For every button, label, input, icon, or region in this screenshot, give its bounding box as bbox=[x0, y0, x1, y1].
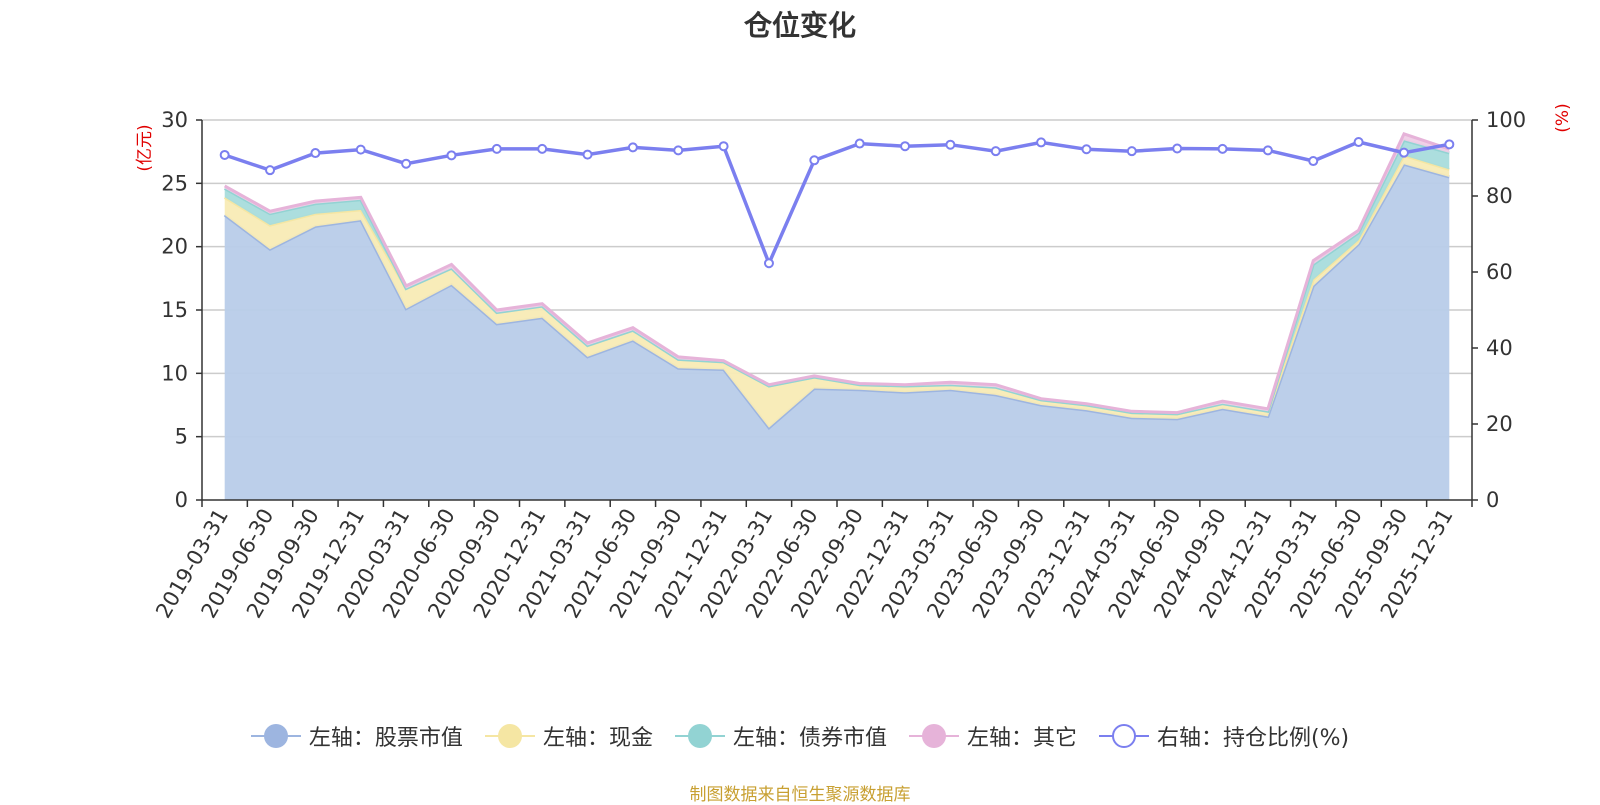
source-note: 制图数据来自恒生聚源数据库 bbox=[689, 785, 911, 805]
ratio-point bbox=[945, 139, 956, 150]
right-tick-label: 20 bbox=[1486, 412, 1513, 436]
ratio-point bbox=[355, 144, 366, 155]
ratio-point bbox=[582, 149, 593, 160]
ratio-point bbox=[854, 138, 865, 149]
legend-label: 左轴：债券市值 bbox=[732, 726, 887, 751]
left-tick-label: 15 bbox=[161, 298, 188, 322]
ratio-point bbox=[1126, 146, 1137, 157]
ratio-point bbox=[1036, 137, 1047, 148]
ratio-point bbox=[1308, 156, 1319, 167]
ratio-point bbox=[673, 145, 684, 156]
left-tick-label: 5 bbox=[175, 425, 188, 449]
left-tick-label: 30 bbox=[161, 108, 188, 132]
ratio-point bbox=[809, 155, 820, 166]
ratio-line bbox=[224, 140, 1450, 268]
left-axis-name: (亿元) bbox=[135, 124, 155, 171]
ratio-point bbox=[1353, 137, 1364, 148]
ratio-point bbox=[1081, 144, 1092, 155]
right-tick-label: 0 bbox=[1486, 488, 1499, 512]
area-layer bbox=[223, 132, 1450, 501]
ratio-point bbox=[446, 150, 457, 161]
ratio-point bbox=[265, 165, 276, 176]
ratio-point bbox=[627, 142, 638, 153]
legend-swatch-icon bbox=[484, 724, 535, 748]
legend-swatch-icon bbox=[674, 724, 725, 748]
legend-label: 左轴：现金 bbox=[542, 726, 653, 751]
legend-item-stock[interactable]: 左轴：股票市值 bbox=[250, 720, 463, 752]
area-stock bbox=[224, 164, 1450, 501]
legend-swatch-icon bbox=[250, 724, 301, 748]
area-cash bbox=[224, 155, 1450, 428]
left-tick-label: 25 bbox=[161, 171, 188, 195]
ratio-point bbox=[1172, 143, 1183, 154]
left-tick-label: 10 bbox=[161, 361, 188, 385]
legend-item-cash[interactable]: 左轴：现金 bbox=[484, 720, 653, 752]
legend-swatch-icon bbox=[1098, 724, 1149, 748]
ratio-point bbox=[401, 158, 412, 169]
legend-label: 左轴：其它 bbox=[966, 726, 1077, 751]
ratio-point bbox=[1398, 147, 1409, 158]
ratio-point bbox=[219, 149, 230, 160]
legend: 左轴：股票市值 左轴：现金 左轴：债券市值 左轴：其它 右轴：持仓比例(%) bbox=[0, 720, 1600, 752]
ratio-point bbox=[491, 143, 502, 154]
right-axis-name: (%) bbox=[1553, 103, 1573, 132]
right-tick-label: 40 bbox=[1486, 336, 1513, 360]
area-edge-other bbox=[223, 132, 1450, 415]
left-tick-label: 20 bbox=[161, 235, 188, 259]
ratio-point bbox=[537, 143, 548, 154]
legend-item-other[interactable]: 左轴：其它 bbox=[908, 720, 1077, 752]
legend-item-ratio[interactable]: 右轴：持仓比例(%) bbox=[1098, 720, 1350, 752]
legend-label: 左轴：股票市值 bbox=[308, 726, 463, 751]
ratio-point bbox=[900, 141, 911, 152]
right-tick-label: 80 bbox=[1486, 184, 1513, 208]
ratio-point bbox=[1444, 139, 1455, 150]
chart-title: 仓位变化 bbox=[743, 9, 856, 42]
ratio-point bbox=[718, 141, 729, 152]
ratio-point bbox=[763, 258, 774, 269]
ratio-point bbox=[990, 146, 1001, 157]
legend-label: 右轴：持仓比例(%) bbox=[1156, 726, 1350, 751]
left-tick-label: 0 bbox=[175, 488, 188, 512]
ratio-line-layer bbox=[219, 137, 1455, 269]
legend-item-bond[interactable]: 左轴：债券市值 bbox=[674, 720, 887, 752]
ratio-point bbox=[1262, 145, 1273, 156]
right-tick-label: 60 bbox=[1486, 260, 1513, 284]
ratio-point bbox=[1217, 143, 1228, 154]
legend-swatch-icon bbox=[908, 724, 959, 748]
right-tick-label: 100 bbox=[1486, 108, 1526, 132]
ratio-point bbox=[310, 148, 321, 159]
